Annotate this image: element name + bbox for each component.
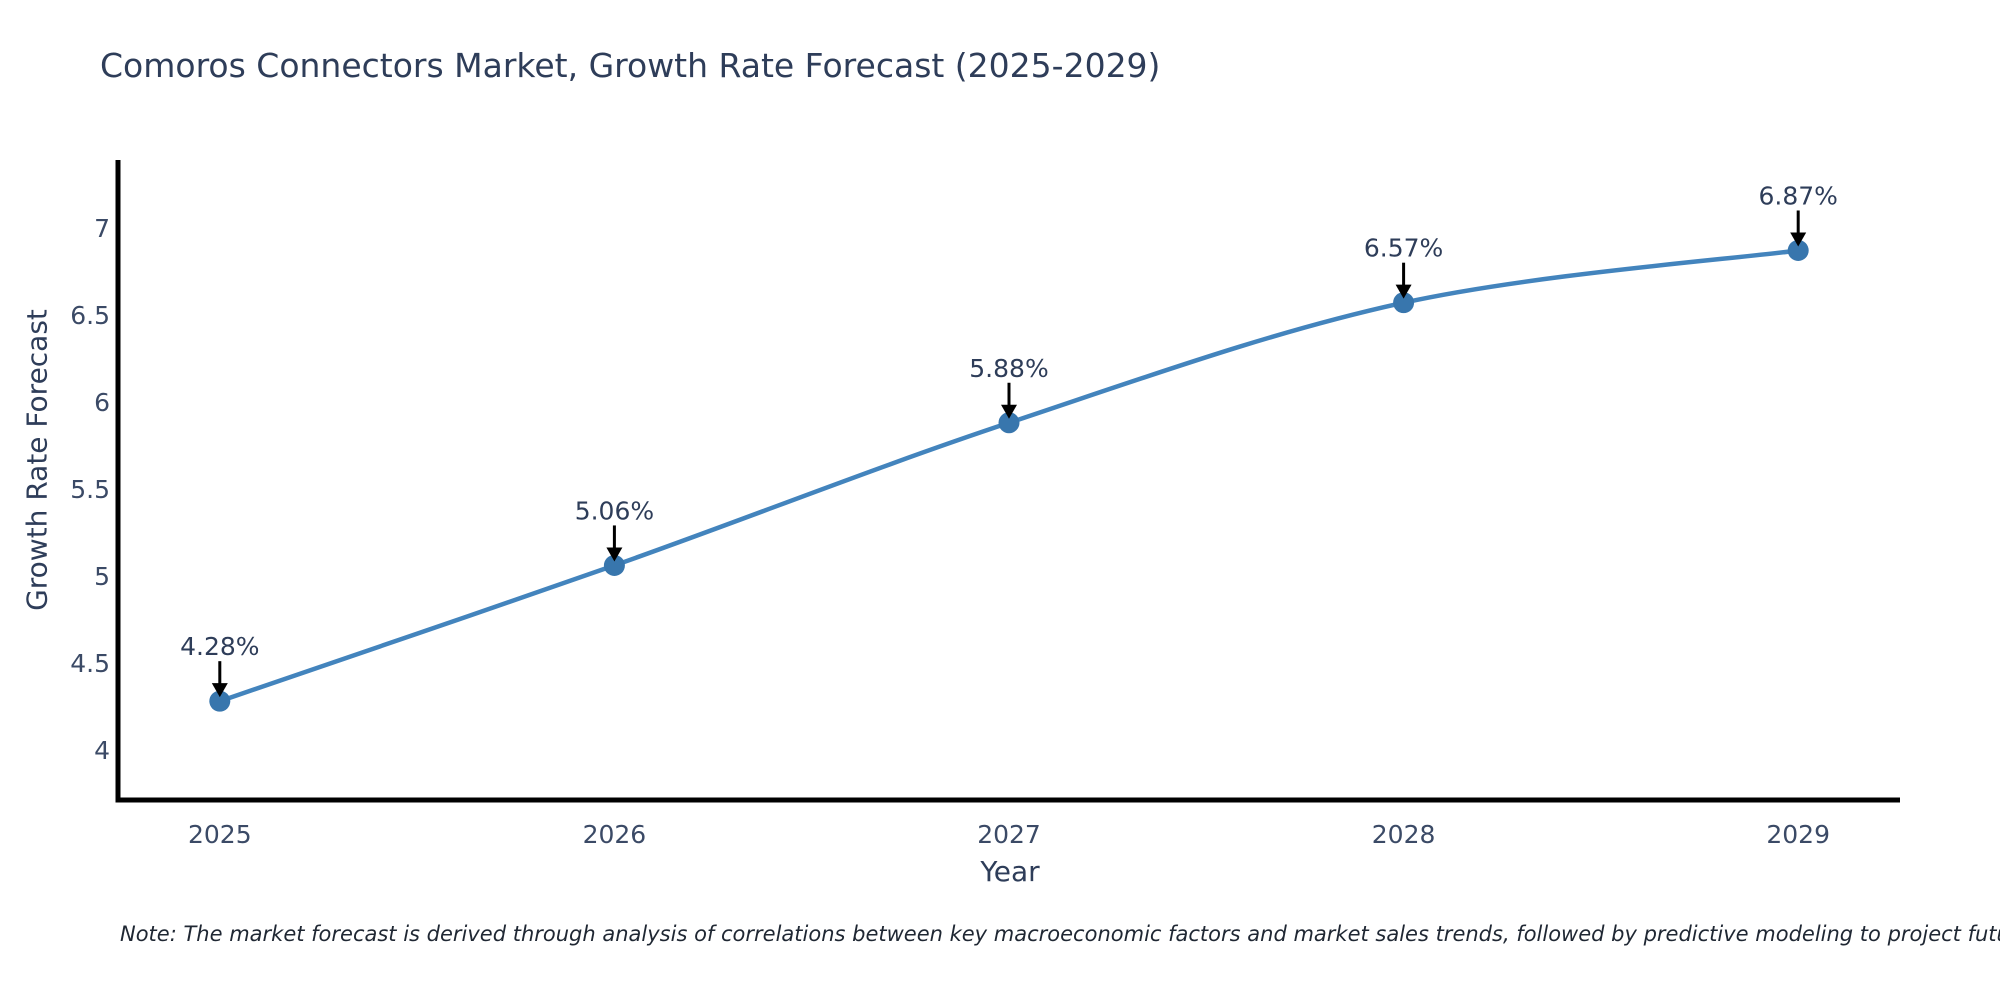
x-tick-label: 2025 bbox=[188, 820, 252, 849]
data-point-marker bbox=[998, 412, 1020, 434]
x-tick-label: 2028 bbox=[1372, 820, 1436, 849]
data-point-marker bbox=[1787, 239, 1809, 261]
chart-title: Comoros Connectors Market, Growth Rate F… bbox=[100, 46, 1161, 85]
data-point-label: 6.57% bbox=[1364, 234, 1443, 263]
y-tick-label: 5 bbox=[94, 562, 110, 591]
x-tick-label: 2027 bbox=[977, 820, 1041, 849]
forecast-line-series bbox=[217, 248, 1801, 704]
data-point-label: 5.06% bbox=[575, 496, 654, 525]
y-tick-label: 6 bbox=[94, 388, 110, 417]
y-tick-label: 5.5 bbox=[70, 475, 110, 504]
annotation-arrowhead-icon bbox=[211, 683, 228, 698]
y-tick-label: 6.5 bbox=[70, 301, 110, 330]
y-tick-label: 7 bbox=[94, 214, 110, 243]
data-point-marker bbox=[209, 690, 231, 712]
x-tick-label: 2029 bbox=[1766, 820, 1830, 849]
data-point-label: 5.88% bbox=[969, 354, 1048, 383]
data-point-label: 6.87% bbox=[1758, 181, 1837, 210]
annotation-arrowhead-icon bbox=[606, 547, 623, 562]
y-tick-label: 4.5 bbox=[70, 649, 110, 678]
data-point-marker bbox=[603, 554, 625, 576]
annotation-arrowhead-icon bbox=[1001, 404, 1017, 419]
y-tick-label: 4 bbox=[94, 736, 110, 765]
annotation-arrowhead-icon bbox=[1790, 232, 1807, 247]
data-point-marker bbox=[1393, 292, 1415, 314]
data-point-label: 4.28% bbox=[180, 632, 259, 661]
x-axis-title: Year bbox=[980, 855, 1040, 888]
annotation-arrowhead-icon bbox=[1395, 284, 1412, 299]
footnote: Note: The market forecast is derived thr… bbox=[120, 922, 2000, 946]
x-tick-label: 2026 bbox=[583, 820, 647, 849]
